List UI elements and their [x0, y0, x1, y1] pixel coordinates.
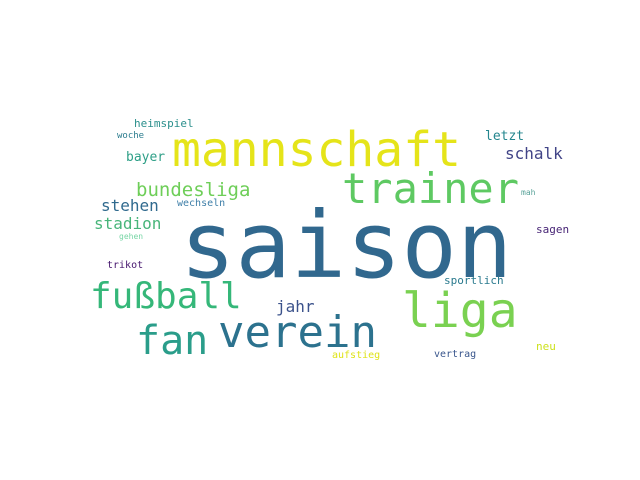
- word-mah: mah: [521, 188, 536, 197]
- word-bayer: bayer: [126, 150, 166, 165]
- word-bundesliga: bundesliga: [136, 179, 251, 201]
- word-wechseln: wechseln: [177, 198, 226, 209]
- word-woche: woche: [117, 131, 145, 141]
- word-sagen: sagen: [536, 223, 570, 236]
- word-schalk: schalk: [505, 144, 563, 163]
- word-stehen: stehen: [101, 196, 159, 215]
- word-saison: saison: [180, 192, 513, 299]
- word-jahr: jahr: [276, 297, 315, 316]
- word-fan: fan: [136, 318, 209, 364]
- word-stadion: stadion: [94, 214, 162, 233]
- word-aufstieg: aufstieg: [332, 350, 381, 361]
- word-gehen: gehen: [119, 232, 144, 241]
- word-mannschaft: mannschaft: [172, 122, 461, 178]
- word-verein: verein: [218, 307, 377, 358]
- word-fussball: fußball: [90, 276, 242, 317]
- word-trainer: trainer: [342, 164, 520, 213]
- word-neu: neu: [536, 340, 556, 353]
- word-sportlich: sportlich: [444, 274, 504, 287]
- word-letzt: letzt: [485, 129, 525, 144]
- word-heimspiel: heimspiel: [134, 117, 194, 130]
- word-liga: liga: [402, 283, 518, 339]
- word-trikot: trikot: [107, 260, 144, 271]
- word-vertrag: vertrag: [434, 349, 477, 360]
